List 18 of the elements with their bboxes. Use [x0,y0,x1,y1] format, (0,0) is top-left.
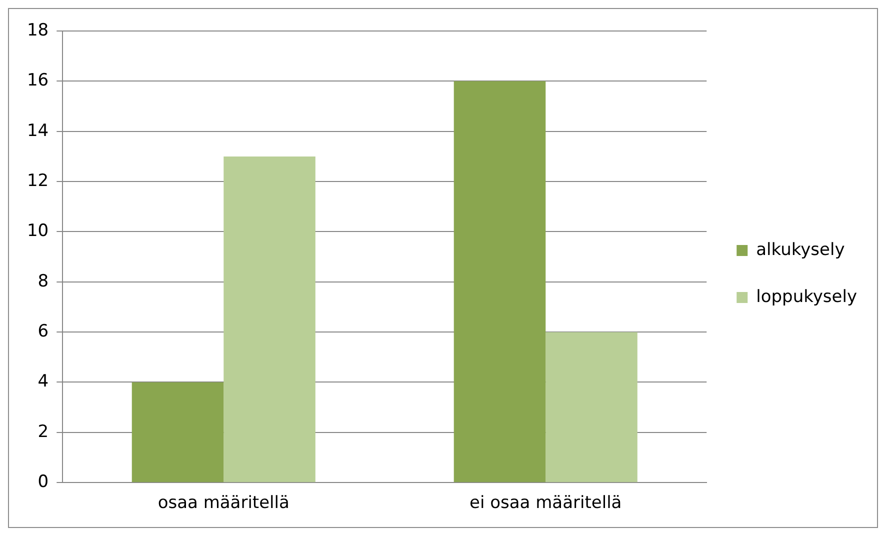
bar [454,81,546,482]
bar [132,382,224,482]
x-tick-label: osaa määritellä [158,493,290,514]
legend-label: alkukysely [756,240,845,260]
bar [224,156,316,482]
legend-label: loppukysely [756,286,858,307]
y-tick-label: 0 [38,472,49,492]
y-tick-label: 14 [26,120,49,141]
y-tick-label: 10 [26,221,49,242]
bar [546,332,638,482]
y-tick-label: 6 [38,321,49,342]
y-tick-label: 12 [26,170,49,191]
y-tick-label: 18 [26,20,49,40]
x-tick-label: ei osaa määritellä [470,493,622,514]
y-tick-label: 8 [38,271,49,292]
y-tick-label: 4 [38,372,49,392]
y-tick-label: 2 [38,422,49,442]
y-tick-label: 16 [26,70,49,91]
